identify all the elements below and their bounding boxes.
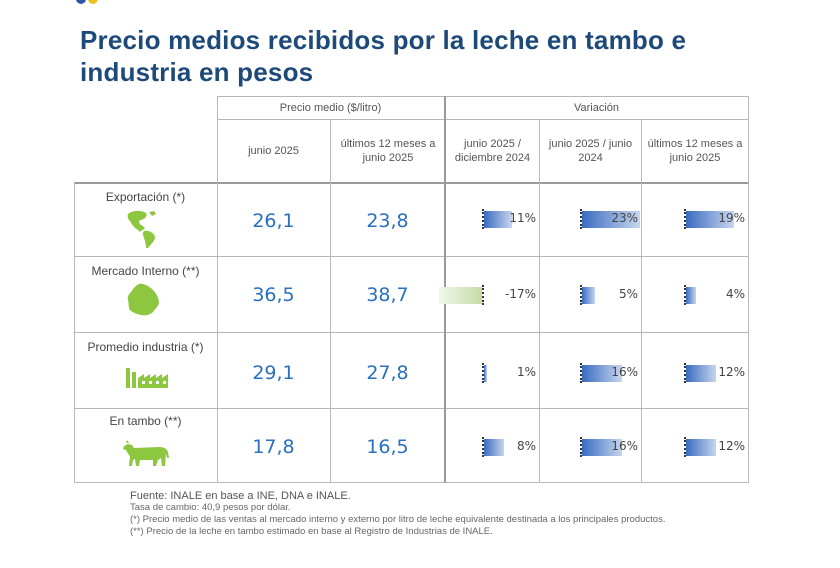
variation-cell: 12% [642, 363, 748, 383]
variation-label: 11% [509, 211, 536, 225]
value-jun2025-en-tambo: 17,8 [252, 436, 295, 458]
bar-axis [580, 437, 582, 457]
variation-label: 23% [611, 211, 638, 225]
header-var-dec: junio 2025 / diciembre 2024 [454, 137, 531, 164]
header-var-12m: últimos 12 meses a junio 2025 [647, 137, 743, 164]
logo [76, 0, 126, 6]
value-jun2025-mercado-interno: 36,5 [252, 284, 295, 306]
variation-label: 16% [611, 365, 638, 379]
variation-cell: 19% [642, 209, 748, 229]
variation-bar [582, 211, 640, 228]
variation-label: -17% [504, 287, 536, 301]
row-label-mercado-interno: Mercado Interno (**) [91, 264, 200, 278]
variation-cell: -17% [439, 285, 539, 305]
variation-bar [686, 287, 697, 304]
page-title: Precio medios recibidos por la leche en … [80, 25, 687, 87]
cow-icon [122, 438, 172, 473]
bar-axis [482, 209, 484, 229]
variation-bar [582, 287, 595, 304]
variation-cell: 4% [642, 285, 748, 305]
variation-cell: 16% [540, 437, 641, 457]
grid-line [74, 182, 75, 483]
factory-icon [122, 366, 170, 395]
variation-label: 4% [725, 287, 745, 301]
header-jun2025: junio 2025 [248, 144, 299, 157]
price-table: Precio medio ($/litro) Variación junio 2… [74, 96, 749, 483]
variation-cell: 12% [642, 437, 748, 457]
bar-axis [580, 363, 582, 383]
grid-line [74, 182, 749, 184]
grid-line [74, 482, 749, 483]
bar-axis [684, 209, 686, 229]
variation-bar [686, 211, 734, 228]
row-label-promedio-industria: Promedio industria (*) [87, 340, 204, 354]
grid-line [330, 119, 331, 483]
value-last12-promedio-industria: 27,8 [366, 362, 409, 384]
variation-bar [686, 439, 717, 456]
footnotes: Fuente: INALE en base a INE, DNA e INALE… [130, 490, 730, 538]
variation-bar [439, 287, 482, 304]
uruguay-map-icon [125, 282, 161, 323]
variation-label: 8% [516, 439, 536, 453]
grid-line [74, 256, 749, 257]
exchange-note: Tasa de cambio: 40,9 pesos por dólar. [130, 502, 291, 513]
source-note: Fuente: INALE en base a INE, DNA e INALE… [130, 490, 351, 502]
grid-line [444, 119, 749, 120]
variation-cell: 23% [540, 209, 641, 229]
note-1: (*) Precio medio de las ventas al mercad… [130, 514, 666, 525]
bar-axis [684, 363, 686, 383]
value-last12-exportacion: 23,8 [366, 210, 409, 232]
bar-axis [684, 285, 686, 305]
variation-label: 19% [718, 211, 745, 225]
header-var-jun: junio 2025 / junio 2024 [548, 137, 633, 164]
value-jun2025-exportacion: 26,1 [252, 210, 295, 232]
value-last12-en-tambo: 16,5 [366, 436, 409, 458]
variation-cell: 11% [446, 209, 539, 229]
grid-line [217, 96, 749, 97]
variation-label: 12% [718, 439, 745, 453]
value-jun2025-promedio-industria: 29,1 [252, 362, 295, 384]
variation-bar [484, 365, 487, 382]
grid-line [748, 96, 749, 483]
variation-label: 1% [516, 365, 536, 379]
variation-bar [582, 439, 623, 456]
variation-label: 12% [718, 365, 745, 379]
header-last12: últimos 12 meses a junio 2025 [340, 137, 436, 164]
variation-cell: 16% [540, 363, 641, 383]
grid-line [74, 408, 749, 409]
variation-bar [686, 365, 717, 382]
variation-bar [582, 365, 623, 382]
note-2: (**) Precio de la leche en tambo estimad… [130, 526, 493, 537]
logo-dot-yellow [88, 0, 98, 4]
grid-line [641, 119, 642, 483]
variation-bar [484, 211, 512, 228]
row-label-en-tambo: En tambo (**) [109, 414, 182, 428]
logo-dot-blue [76, 0, 86, 4]
bar-axis [482, 285, 484, 305]
header-price-group: Precio medio ($/litro) [279, 101, 382, 114]
bar-axis [580, 285, 582, 305]
header-variation-group: Variación [573, 101, 620, 114]
row-label-exportacion: Exportación (*) [105, 190, 186, 204]
bar-axis [580, 209, 582, 229]
variation-cell: 5% [540, 285, 641, 305]
variation-label: 16% [611, 439, 638, 453]
bar-axis [482, 363, 484, 383]
americas-map-icon [124, 208, 164, 253]
variation-label: 5% [618, 287, 638, 301]
variation-bar [484, 439, 505, 456]
bar-axis [684, 437, 686, 457]
grid-line [217, 96, 218, 483]
value-last12-mercado-interno: 38,7 [366, 284, 409, 306]
bar-axis [482, 437, 484, 457]
grid-line [74, 332, 749, 333]
variation-cell: 8% [446, 437, 539, 457]
variation-cell: 1% [446, 363, 539, 383]
grid-line [539, 119, 540, 483]
